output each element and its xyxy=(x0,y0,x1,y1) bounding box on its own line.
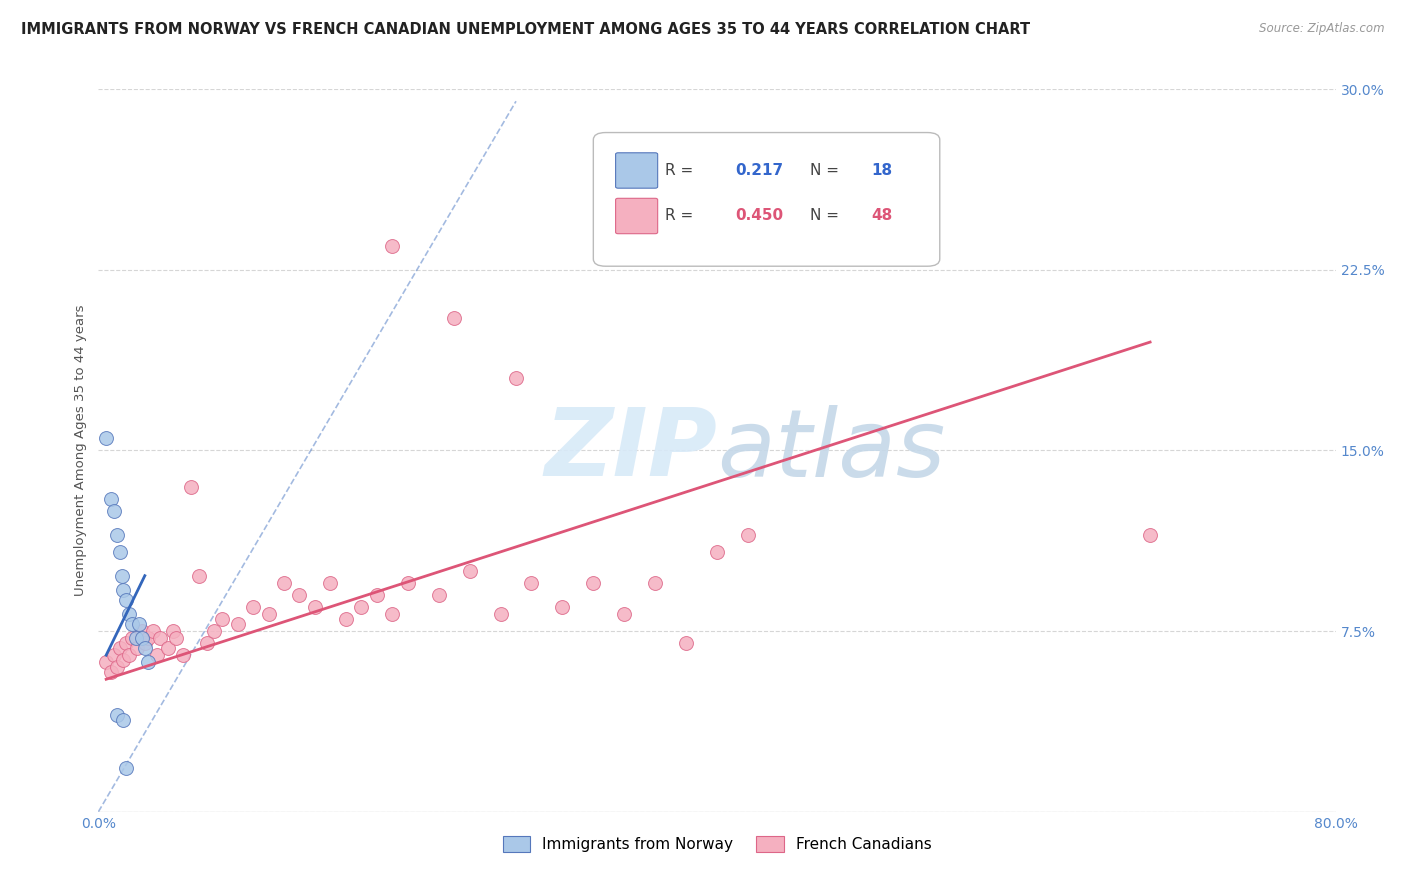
Point xyxy=(121,632,143,646)
Point xyxy=(505,371,527,385)
Point xyxy=(100,491,122,506)
Point xyxy=(149,632,172,646)
Point xyxy=(489,607,512,622)
Point xyxy=(134,640,156,655)
Point xyxy=(582,576,605,591)
Point xyxy=(115,761,138,775)
Point xyxy=(131,632,153,646)
FancyBboxPatch shape xyxy=(593,133,939,266)
Text: N =: N = xyxy=(810,162,839,178)
Point xyxy=(226,616,249,631)
Point xyxy=(204,624,226,639)
Point xyxy=(162,624,184,639)
Point xyxy=(111,568,132,582)
Point xyxy=(257,607,280,622)
Point xyxy=(112,713,135,727)
Point xyxy=(195,636,218,650)
Y-axis label: Unemployment Among Ages 35 to 44 years: Unemployment Among Ages 35 to 44 years xyxy=(75,305,87,596)
Point xyxy=(108,544,131,558)
Point xyxy=(96,656,118,670)
Point xyxy=(115,592,138,607)
Point xyxy=(165,632,187,646)
Text: 0.450: 0.450 xyxy=(735,208,783,223)
Point xyxy=(443,310,465,325)
Point xyxy=(520,576,543,591)
Point xyxy=(124,632,146,646)
Point xyxy=(121,616,143,631)
Point xyxy=(1139,527,1161,541)
Text: R =: R = xyxy=(665,162,693,178)
Point xyxy=(136,632,159,646)
Point xyxy=(319,576,342,591)
Point xyxy=(675,636,697,650)
Point xyxy=(613,607,636,622)
Text: R =: R = xyxy=(665,208,693,223)
Point xyxy=(737,527,759,541)
Point xyxy=(118,607,141,622)
Point xyxy=(644,576,666,591)
Text: 0.217: 0.217 xyxy=(735,162,783,178)
Point xyxy=(288,588,311,602)
Point xyxy=(180,480,202,494)
Point xyxy=(115,636,138,650)
Point xyxy=(396,576,419,591)
Point xyxy=(105,527,128,541)
Point xyxy=(103,503,125,517)
Point xyxy=(211,612,233,626)
Point xyxy=(108,640,131,655)
Point xyxy=(131,624,153,639)
Point xyxy=(146,648,169,662)
Point xyxy=(103,648,125,662)
Point xyxy=(304,599,326,614)
Point xyxy=(427,588,450,602)
Point xyxy=(350,599,373,614)
Point xyxy=(112,583,135,598)
Point xyxy=(118,648,141,662)
FancyBboxPatch shape xyxy=(616,153,658,188)
Point xyxy=(188,568,211,582)
Point xyxy=(366,588,388,602)
Point xyxy=(96,431,118,445)
Point xyxy=(242,599,264,614)
Point xyxy=(172,648,194,662)
Point xyxy=(381,238,404,253)
Point xyxy=(551,599,574,614)
Text: ZIP: ZIP xyxy=(544,404,717,497)
Point xyxy=(134,636,156,650)
Point xyxy=(127,640,149,655)
Point xyxy=(273,576,295,591)
Point xyxy=(141,624,165,639)
Text: IMMIGRANTS FROM NORWAY VS FRENCH CANADIAN UNEMPLOYMENT AMONG AGES 35 TO 44 YEARS: IMMIGRANTS FROM NORWAY VS FRENCH CANADIA… xyxy=(21,22,1031,37)
Text: N =: N = xyxy=(810,208,839,223)
Point xyxy=(458,564,481,578)
Text: atlas: atlas xyxy=(717,405,945,496)
Text: 18: 18 xyxy=(872,162,893,178)
Text: 48: 48 xyxy=(872,208,893,223)
Legend: Immigrants from Norway, French Canadians: Immigrants from Norway, French Canadians xyxy=(496,830,938,858)
Point xyxy=(105,660,128,674)
Point xyxy=(128,616,150,631)
Point xyxy=(706,544,728,558)
Point xyxy=(105,708,128,723)
FancyBboxPatch shape xyxy=(616,198,658,234)
Point xyxy=(157,640,180,655)
Point xyxy=(335,612,357,626)
Point xyxy=(100,665,122,679)
Point xyxy=(136,656,159,670)
Point xyxy=(381,607,404,622)
Text: Source: ZipAtlas.com: Source: ZipAtlas.com xyxy=(1260,22,1385,36)
Point xyxy=(112,653,135,667)
